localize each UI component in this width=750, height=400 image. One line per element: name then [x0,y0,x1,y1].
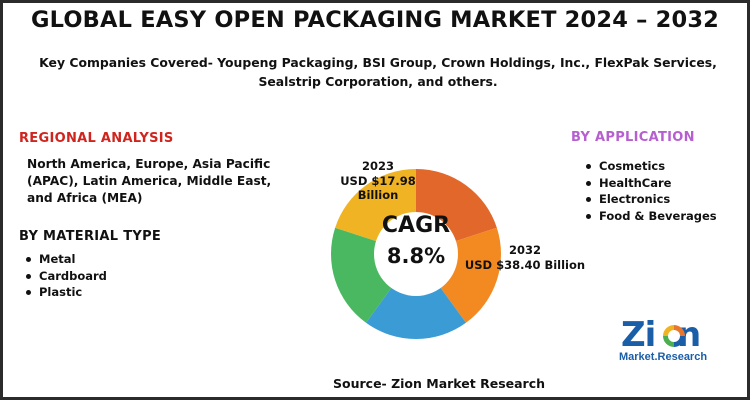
bullet-icon [26,273,31,279]
cagr-value: 8.8% [386,244,446,268]
list-item: Cardboard [23,268,107,285]
cagr-title: CAGR [381,213,451,238]
list-item: Electronics [583,191,717,208]
material-type-heading: BY MATERIAL TYPE [19,229,162,244]
application-heading: BY APPLICATION [571,130,695,145]
source-text: Source- Zion Market Research [333,376,546,391]
bullet-icon [586,180,591,186]
list-item: Metal [23,251,107,268]
donut-hole [374,212,458,296]
bullet-icon [26,290,31,295]
start-value-label: 2023 USD $17.98 Billion [340,159,416,202]
application-list: Cosmetics HealthCare Electronics Food & … [583,158,717,224]
regional-analysis-text: North America, Europe, Asia Pacific (APA… [27,157,272,205]
logo-wordmark: Zi n [621,315,701,355]
end-value-label: 2032 USD $38.40 Billion [464,243,586,272]
donut-chart [331,169,502,340]
list-item: Plastic [23,284,107,301]
bullet-icon [586,164,591,169]
bullet-icon [586,197,591,202]
list-item: Cosmetics [583,158,717,175]
logo-subtext: Market.Research [619,351,708,363]
zion-logo: Zi n Market.Research [615,315,715,367]
page-title: GLOBAL EASY OPEN PACKAGING MARKET 2024 –… [30,7,720,33]
bullet-icon [26,257,31,262]
cagr-label: CAGR 8.8% [371,213,461,269]
material-type-list: Metal Cardboard Plastic [23,251,107,301]
donut-slice-3 [366,254,466,340]
logo-o-icon [663,325,685,347]
bullet-icon [586,213,591,219]
key-companies-text: Key Companies Covered- Youpeng Packaging… [39,55,717,89]
list-item: Food & Beverages [583,208,717,225]
regional-analysis-heading: REGIONAL ANALYSIS [19,131,174,146]
list-item: HealthCare [583,175,717,192]
